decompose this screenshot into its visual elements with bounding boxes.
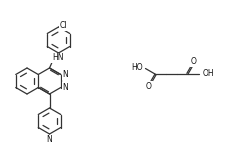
Text: O: O bbox=[190, 57, 196, 66]
Text: N: N bbox=[47, 135, 52, 144]
Text: HO: HO bbox=[130, 63, 142, 72]
Text: HN: HN bbox=[52, 53, 63, 62]
Text: Cl: Cl bbox=[59, 22, 67, 31]
Text: N: N bbox=[62, 83, 68, 92]
Text: OH: OH bbox=[202, 69, 214, 78]
Text: N: N bbox=[62, 70, 68, 79]
Text: O: O bbox=[146, 82, 151, 91]
